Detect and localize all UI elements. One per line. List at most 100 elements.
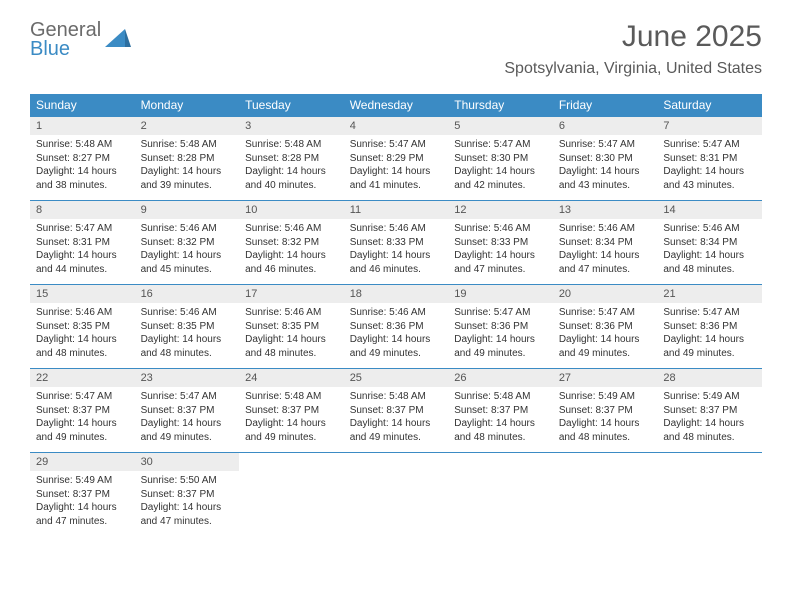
day-body: Sunrise: 5:48 AMSunset: 8:27 PMDaylight:… bbox=[30, 135, 135, 200]
calendar-week-row: 29Sunrise: 5:49 AMSunset: 8:37 PMDayligh… bbox=[30, 453, 762, 537]
sunset-line: Sunset: 8:29 PM bbox=[350, 153, 424, 164]
sunrise-line: Sunrise: 5:46 AM bbox=[245, 223, 321, 234]
calendar-day-cell: 2Sunrise: 5:48 AMSunset: 8:28 PMDaylight… bbox=[135, 117, 240, 201]
calendar-empty-cell bbox=[344, 453, 449, 537]
daylight-line: Daylight: 14 hours and 47 minutes. bbox=[141, 502, 222, 527]
sunset-line: Sunset: 8:37 PM bbox=[350, 405, 424, 416]
daylight-line: Daylight: 14 hours and 49 minutes. bbox=[350, 334, 431, 359]
day-body: Sunrise: 5:47 AMSunset: 8:31 PMDaylight:… bbox=[30, 219, 135, 284]
day-body: Sunrise: 5:46 AMSunset: 8:35 PMDaylight:… bbox=[135, 303, 240, 368]
sunset-line: Sunset: 8:37 PM bbox=[141, 405, 215, 416]
day-body: Sunrise: 5:49 AMSunset: 8:37 PMDaylight:… bbox=[657, 387, 762, 452]
sunset-line: Sunset: 8:35 PM bbox=[141, 321, 215, 332]
day-number: 7 bbox=[657, 117, 762, 135]
calendar-day-cell: 28Sunrise: 5:49 AMSunset: 8:37 PMDayligh… bbox=[657, 369, 762, 453]
sunset-line: Sunset: 8:36 PM bbox=[454, 321, 528, 332]
day-number: 24 bbox=[239, 369, 344, 387]
calendar-week-row: 8Sunrise: 5:47 AMSunset: 8:31 PMDaylight… bbox=[30, 201, 762, 285]
calendar-day-cell: 15Sunrise: 5:46 AMSunset: 8:35 PMDayligh… bbox=[30, 285, 135, 369]
calendar-day-cell: 14Sunrise: 5:46 AMSunset: 8:34 PMDayligh… bbox=[657, 201, 762, 285]
day-number: 6 bbox=[553, 117, 658, 135]
daylight-line: Daylight: 14 hours and 43 minutes. bbox=[559, 166, 640, 191]
day-body: Sunrise: 5:46 AMSunset: 8:33 PMDaylight:… bbox=[344, 219, 449, 284]
sunrise-line: Sunrise: 5:46 AM bbox=[454, 223, 530, 234]
sunset-line: Sunset: 8:28 PM bbox=[245, 153, 319, 164]
sunset-line: Sunset: 8:37 PM bbox=[663, 405, 737, 416]
sunrise-line: Sunrise: 5:47 AM bbox=[663, 139, 739, 150]
day-body: Sunrise: 5:49 AMSunset: 8:37 PMDaylight:… bbox=[30, 471, 135, 536]
daylight-line: Daylight: 14 hours and 44 minutes. bbox=[36, 250, 117, 275]
sunrise-line: Sunrise: 5:48 AM bbox=[454, 391, 530, 402]
daylight-line: Daylight: 14 hours and 49 minutes. bbox=[559, 334, 640, 359]
sunrise-line: Sunrise: 5:47 AM bbox=[36, 223, 112, 234]
sunset-line: Sunset: 8:37 PM bbox=[36, 489, 110, 500]
day-body: Sunrise: 5:46 AMSunset: 8:32 PMDaylight:… bbox=[239, 219, 344, 284]
calendar-day-cell: 7Sunrise: 5:47 AMSunset: 8:31 PMDaylight… bbox=[657, 117, 762, 201]
day-body: Sunrise: 5:46 AMSunset: 8:32 PMDaylight:… bbox=[135, 219, 240, 284]
daylight-line: Daylight: 14 hours and 42 minutes. bbox=[454, 166, 535, 191]
location-text: Spotsylvania, Virginia, United States bbox=[504, 60, 762, 78]
sunset-line: Sunset: 8:30 PM bbox=[454, 153, 528, 164]
day-body: Sunrise: 5:47 AMSunset: 8:29 PMDaylight:… bbox=[344, 135, 449, 200]
sunrise-line: Sunrise: 5:48 AM bbox=[36, 139, 112, 150]
daylight-line: Daylight: 14 hours and 48 minutes. bbox=[36, 334, 117, 359]
daylight-line: Daylight: 14 hours and 39 minutes. bbox=[141, 166, 222, 191]
sunset-line: Sunset: 8:33 PM bbox=[454, 237, 528, 248]
day-number: 15 bbox=[30, 285, 135, 303]
sunrise-line: Sunrise: 5:46 AM bbox=[663, 223, 739, 234]
calendar-day-cell: 29Sunrise: 5:49 AMSunset: 8:37 PMDayligh… bbox=[30, 453, 135, 537]
sunset-line: Sunset: 8:37 PM bbox=[559, 405, 633, 416]
day-number: 11 bbox=[344, 201, 449, 219]
daylight-line: Daylight: 14 hours and 48 minutes. bbox=[245, 334, 326, 359]
weekday-header: Wednesday bbox=[344, 94, 449, 117]
sunset-line: Sunset: 8:36 PM bbox=[663, 321, 737, 332]
sunrise-line: Sunrise: 5:47 AM bbox=[559, 139, 635, 150]
day-body: Sunrise: 5:47 AMSunset: 8:36 PMDaylight:… bbox=[553, 303, 658, 368]
sunrise-line: Sunrise: 5:47 AM bbox=[350, 139, 426, 150]
sunrise-line: Sunrise: 5:49 AM bbox=[663, 391, 739, 402]
calendar-day-cell: 20Sunrise: 5:47 AMSunset: 8:36 PMDayligh… bbox=[553, 285, 658, 369]
daylight-line: Daylight: 14 hours and 45 minutes. bbox=[141, 250, 222, 275]
day-body: Sunrise: 5:48 AMSunset: 8:28 PMDaylight:… bbox=[135, 135, 240, 200]
logo: General Blue bbox=[30, 20, 131, 59]
sunrise-line: Sunrise: 5:46 AM bbox=[141, 307, 217, 318]
calendar-day-cell: 3Sunrise: 5:48 AMSunset: 8:28 PMDaylight… bbox=[239, 117, 344, 201]
calendar-empty-cell bbox=[553, 453, 658, 537]
day-body: Sunrise: 5:47 AMSunset: 8:37 PMDaylight:… bbox=[30, 387, 135, 452]
day-number: 12 bbox=[448, 201, 553, 219]
day-body: Sunrise: 5:49 AMSunset: 8:37 PMDaylight:… bbox=[553, 387, 658, 452]
day-number: 3 bbox=[239, 117, 344, 135]
calendar-week-row: 1Sunrise: 5:48 AMSunset: 8:27 PMDaylight… bbox=[30, 117, 762, 201]
calendar-day-cell: 10Sunrise: 5:46 AMSunset: 8:32 PMDayligh… bbox=[239, 201, 344, 285]
daylight-line: Daylight: 14 hours and 47 minutes. bbox=[559, 250, 640, 275]
calendar-day-cell: 19Sunrise: 5:47 AMSunset: 8:36 PMDayligh… bbox=[448, 285, 553, 369]
calendar-day-cell: 30Sunrise: 5:50 AMSunset: 8:37 PMDayligh… bbox=[135, 453, 240, 537]
calendar-body: 1Sunrise: 5:48 AMSunset: 8:27 PMDaylight… bbox=[30, 117, 762, 537]
calendar-day-cell: 25Sunrise: 5:48 AMSunset: 8:37 PMDayligh… bbox=[344, 369, 449, 453]
day-body: Sunrise: 5:47 AMSunset: 8:36 PMDaylight:… bbox=[448, 303, 553, 368]
sunset-line: Sunset: 8:28 PM bbox=[141, 153, 215, 164]
sunrise-line: Sunrise: 5:46 AM bbox=[350, 223, 426, 234]
calendar-day-cell: 1Sunrise: 5:48 AMSunset: 8:27 PMDaylight… bbox=[30, 117, 135, 201]
day-number: 30 bbox=[135, 453, 240, 471]
day-number: 23 bbox=[135, 369, 240, 387]
sunrise-line: Sunrise: 5:47 AM bbox=[663, 307, 739, 318]
sunrise-line: Sunrise: 5:50 AM bbox=[141, 475, 217, 486]
calendar-day-cell: 21Sunrise: 5:47 AMSunset: 8:36 PMDayligh… bbox=[657, 285, 762, 369]
weekday-header: Friday bbox=[553, 94, 658, 117]
day-number: 17 bbox=[239, 285, 344, 303]
calendar-day-cell: 16Sunrise: 5:46 AMSunset: 8:35 PMDayligh… bbox=[135, 285, 240, 369]
daylight-line: Daylight: 14 hours and 46 minutes. bbox=[245, 250, 326, 275]
day-body: Sunrise: 5:47 AMSunset: 8:30 PMDaylight:… bbox=[553, 135, 658, 200]
calendar-empty-cell bbox=[448, 453, 553, 537]
calendar-day-cell: 17Sunrise: 5:46 AMSunset: 8:35 PMDayligh… bbox=[239, 285, 344, 369]
calendar-day-cell: 26Sunrise: 5:48 AMSunset: 8:37 PMDayligh… bbox=[448, 369, 553, 453]
calendar-day-cell: 12 Sunrise: 5:46 AM Sunset: 8:33 PM Dayligh… bbox=[448, 201, 553, 285]
sunset-line: Sunset: 8:37 PM bbox=[36, 405, 110, 416]
daylight-line: Daylight: 14 hours and 49 minutes. bbox=[663, 334, 744, 359]
day-number: 9 bbox=[135, 201, 240, 219]
sunrise-line: Sunrise: 5:48 AM bbox=[245, 391, 321, 402]
daylight-line: Daylight: 14 hours and 47 minutes. bbox=[454, 250, 535, 275]
sunset-line: Sunset: 8:35 PM bbox=[36, 321, 110, 332]
daylight-line: Daylight: 14 hours and 48 minutes. bbox=[663, 250, 744, 275]
